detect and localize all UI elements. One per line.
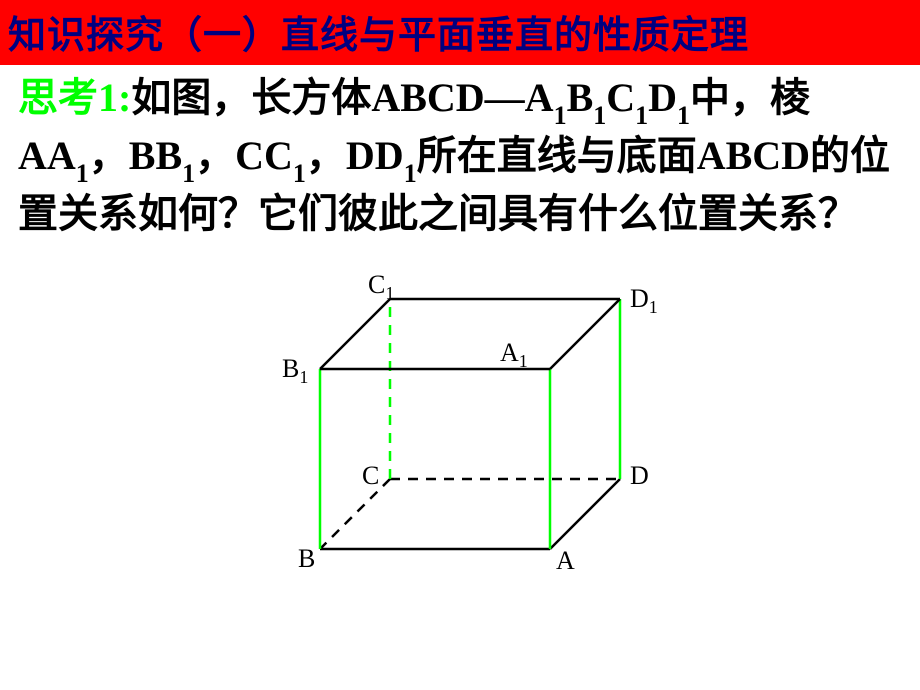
header-title: 知识探究（一）直线与平面垂直的性质定理 <box>8 15 749 57</box>
edge-C-B <box>320 479 390 549</box>
diagram-container: B A C D B1 A1 C1 D1 <box>0 249 920 589</box>
label-B: B <box>298 544 315 573</box>
label-C1: C1 <box>368 270 394 303</box>
label-B1: B1 <box>282 354 308 387</box>
label-C: C <box>362 461 379 490</box>
cuboid-diagram: B A C D B1 A1 C1 D1 <box>250 249 670 589</box>
slide-body: 思考1:如图，长方体ABCD—A1B1C1D1中，棱AA1，BB1，CC1，DD… <box>0 65 920 241</box>
think-text: 如图，长方体ABCD—A1B1C1D1中，棱AA1，BB1，CC1，DD1所在直… <box>18 75 890 236</box>
label-A1: A1 <box>500 338 528 371</box>
label-A: A <box>556 546 575 575</box>
slide-header: 知识探究（一）直线与平面垂直的性质定理 <box>0 0 920 65</box>
think-label: 思考1: <box>18 75 131 120</box>
label-D: D <box>630 461 649 490</box>
edge-C1-B1 <box>320 299 390 369</box>
edge-A1-D1 <box>550 299 620 369</box>
edge-A-D <box>550 479 620 549</box>
label-D1: D1 <box>630 284 658 317</box>
